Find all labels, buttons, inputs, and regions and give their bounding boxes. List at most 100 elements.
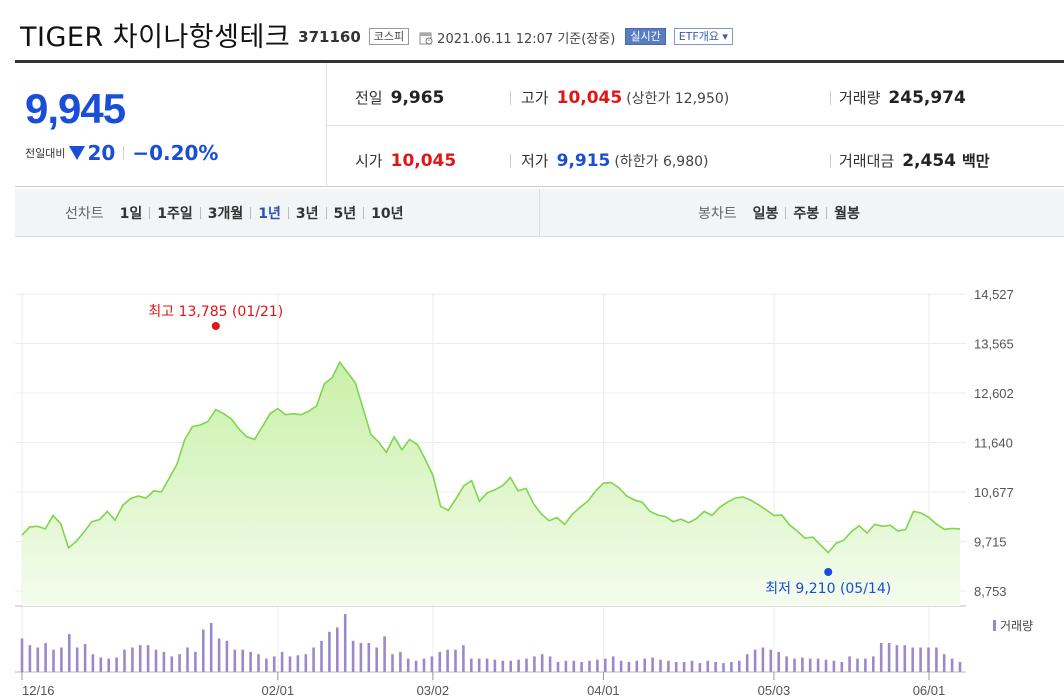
tab-candle-1[interactable]: 주봉 bbox=[793, 206, 820, 222]
volume-bar bbox=[879, 643, 883, 672]
x-tick-label: 05/03 bbox=[758, 683, 791, 698]
tab-line-1[interactable]: 1주일 bbox=[157, 206, 193, 222]
tab-line-4[interactable]: 3년 bbox=[295, 206, 319, 222]
volume-bar bbox=[328, 631, 331, 672]
open-label: 시가 bbox=[355, 152, 383, 170]
divider bbox=[287, 207, 289, 219]
volume-bar bbox=[824, 659, 828, 672]
price-chart[interactable]: 14,527 13,565 12,602 11,640 10,677 9,715 8,753… bbox=[0, 240, 1064, 699]
volume-bar bbox=[635, 660, 639, 672]
volume-bar bbox=[572, 660, 576, 672]
divider bbox=[510, 91, 511, 105]
volume-bar bbox=[336, 627, 339, 672]
volume-bar bbox=[911, 647, 914, 672]
divider bbox=[539, 189, 540, 237]
etf-overview-button[interactable]: ETF개요 ▾ bbox=[673, 27, 733, 45]
upper-limit: (상한가 12,950) bbox=[626, 91, 730, 107]
volume-bar bbox=[115, 657, 118, 672]
volume-bar bbox=[935, 647, 938, 672]
volume-bar bbox=[769, 649, 773, 672]
price-area bbox=[22, 362, 960, 606]
down-arrow-icon bbox=[69, 146, 86, 160]
stock-code: 371160 bbox=[298, 28, 361, 46]
volume-bar bbox=[801, 657, 804, 672]
volume-bar bbox=[209, 622, 213, 672]
volume: 거래량 245,974 bbox=[839, 87, 966, 108]
volume-bar bbox=[296, 655, 300, 672]
volume-bar bbox=[454, 649, 457, 672]
volume-bar bbox=[548, 656, 552, 672]
volume-bar bbox=[249, 651, 252, 672]
volume-bar bbox=[832, 660, 836, 672]
tab-line-3[interactable]: 1년 bbox=[258, 206, 281, 222]
x-tick-label: 03/02 bbox=[417, 683, 450, 698]
market-badge: 코스피 bbox=[368, 27, 410, 45]
tab-line-0[interactable]: 1일 bbox=[119, 206, 143, 222]
volume-bar bbox=[154, 649, 158, 672]
volume-bar bbox=[958, 662, 962, 672]
volume-bar bbox=[359, 643, 363, 672]
volume-bar bbox=[580, 662, 583, 672]
x-tick-label: 12/16 bbox=[22, 683, 55, 698]
volume-bar bbox=[477, 658, 481, 672]
volume-bar bbox=[52, 649, 55, 672]
tab-line-6[interactable]: 10년 bbox=[371, 206, 404, 222]
volume-bar bbox=[383, 636, 386, 672]
volume-bar bbox=[241, 649, 244, 672]
divider bbox=[250, 207, 252, 219]
divider bbox=[149, 207, 151, 219]
volume-bar bbox=[288, 656, 292, 672]
prev-close-value: 9,965 bbox=[390, 88, 445, 108]
volume-bar bbox=[777, 651, 780, 672]
volume-bar bbox=[312, 647, 315, 672]
tab-candle-2[interactable]: 월봉 bbox=[834, 206, 860, 222]
volume-bar bbox=[903, 645, 907, 672]
calendar-icon bbox=[419, 30, 433, 45]
y-axis: 14,527 13,565 12,602 11,640 10,677 9,715 8,753 bbox=[974, 287, 1014, 599]
volume-bar bbox=[438, 651, 442, 672]
x-tick-label: 06/01 bbox=[913, 683, 946, 698]
y-tick-label: 13,565 bbox=[974, 336, 1014, 351]
volume-bar bbox=[690, 660, 694, 672]
volume-bar bbox=[919, 647, 922, 672]
page-title: TIGER 차이나항셍테크 bbox=[20, 21, 291, 53]
divider bbox=[510, 154, 511, 168]
volume-bar bbox=[462, 645, 465, 672]
volume-bar bbox=[856, 658, 859, 672]
volume-bar bbox=[525, 658, 528, 672]
divider bbox=[785, 207, 787, 219]
divider bbox=[123, 146, 125, 160]
volume-bar bbox=[588, 660, 591, 672]
volume-bar bbox=[738, 660, 741, 672]
divider bbox=[325, 207, 327, 219]
volume-bar bbox=[170, 656, 174, 672]
high-label: 고가 bbox=[521, 89, 549, 107]
volume-bar bbox=[36, 647, 40, 672]
volume-bar bbox=[659, 659, 662, 672]
tab-line-5[interactable]: 5년 bbox=[333, 206, 357, 222]
extrema-markers: 최고 13,785 (01/21) 최저 9,210 (05/14) bbox=[148, 304, 891, 597]
y-tick-label: 12,602 bbox=[974, 386, 1014, 401]
high-marker bbox=[211, 322, 220, 330]
divider bbox=[199, 207, 201, 219]
volume-bar bbox=[233, 649, 237, 672]
volume-bar bbox=[123, 649, 126, 672]
quote-summary: 9,945 전일대비 20 −0.20% 전일 9,965 고가 10,045 … bbox=[15, 60, 1064, 187]
volume-bar bbox=[367, 643, 371, 672]
y-tick-label: 14,527 bbox=[974, 287, 1014, 302]
volume-bar bbox=[225, 640, 229, 672]
volume-legend: 거래량 bbox=[993, 619, 1033, 633]
tab-line-2[interactable]: 3개월 bbox=[207, 206, 244, 222]
volume-bar bbox=[706, 660, 710, 672]
volume-bar bbox=[816, 658, 820, 672]
timestamp: 2021.06.11 12:07 기준(장중) bbox=[437, 31, 616, 47]
volume-bar bbox=[651, 657, 654, 672]
volume-bar bbox=[950, 658, 954, 672]
volume-bar bbox=[399, 651, 402, 672]
volume-bar bbox=[556, 662, 560, 672]
volume-bar bbox=[446, 649, 449, 672]
realtime-badge[interactable]: 실시간 bbox=[625, 27, 666, 45]
volume-legend-label: 거래량 bbox=[1000, 619, 1033, 633]
volume-bar bbox=[485, 658, 489, 672]
tab-candle-0[interactable]: 일봉 bbox=[752, 206, 779, 222]
